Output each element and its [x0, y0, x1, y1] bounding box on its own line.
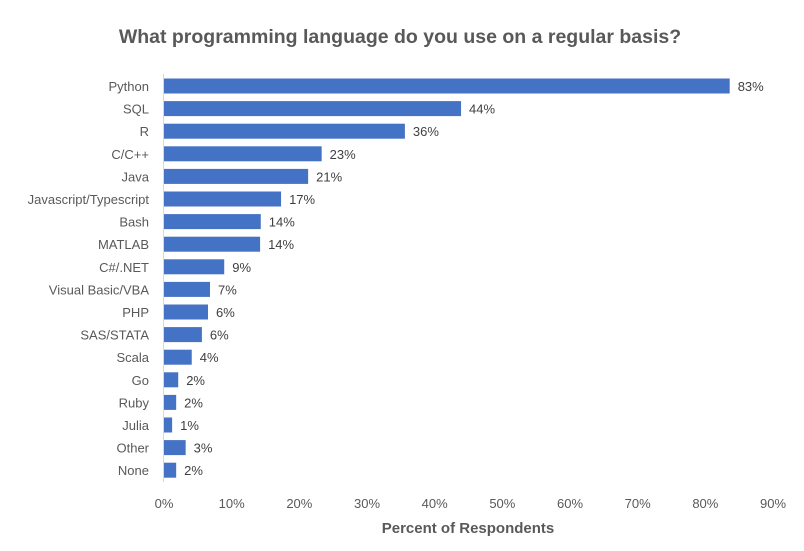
- category-label: Go: [132, 373, 149, 388]
- x-tick-label: 40%: [422, 496, 448, 511]
- data-label: 21%: [316, 169, 342, 184]
- category-label: SQL: [123, 102, 149, 117]
- data-label: 1%: [180, 418, 199, 433]
- bar: [164, 281, 211, 297]
- bar: [164, 372, 179, 388]
- category-label: Bash: [119, 215, 149, 230]
- x-tick-label: 80%: [692, 496, 718, 511]
- data-label: 3%: [194, 441, 213, 456]
- x-tick-label: 50%: [489, 496, 515, 511]
- bar: [164, 259, 225, 275]
- bar: [164, 304, 208, 320]
- x-tick-label: 90%: [760, 496, 786, 511]
- x-tick-label: 0%: [155, 496, 174, 511]
- bar: [164, 349, 192, 365]
- data-label: 14%: [269, 215, 295, 230]
- x-tick-label: 30%: [354, 496, 380, 511]
- category-label: Python: [109, 79, 149, 94]
- data-label: 6%: [210, 328, 229, 343]
- data-label: 14%: [268, 237, 294, 252]
- bar: [164, 191, 282, 207]
- chart-title: What programming language do you use on …: [119, 26, 681, 48]
- bar: [164, 214, 261, 230]
- x-tick-label: 70%: [625, 496, 651, 511]
- data-label: 2%: [184, 463, 203, 478]
- bar: [164, 101, 462, 117]
- category-label: C/C++: [111, 147, 149, 162]
- data-label: 36%: [413, 124, 439, 139]
- category-label: MATLAB: [98, 237, 149, 252]
- category-label: C#/.NET: [99, 260, 149, 275]
- category-label: PHP: [122, 305, 149, 320]
- bar: [164, 168, 309, 184]
- category-label: Java: [122, 169, 150, 184]
- data-label: 2%: [186, 373, 205, 388]
- category-label: Ruby: [119, 395, 150, 410]
- data-label: 4%: [200, 350, 219, 365]
- category-label: None: [118, 463, 149, 478]
- bar: [164, 462, 177, 478]
- category-label: SAS/STATA: [80, 328, 149, 343]
- bar: [164, 236, 261, 252]
- x-tick-label: 60%: [557, 496, 583, 511]
- data-label: 17%: [289, 192, 315, 207]
- data-label: 9%: [232, 260, 251, 275]
- bar: [164, 417, 173, 433]
- data-label: 2%: [184, 395, 203, 410]
- bar: [164, 327, 202, 343]
- x-tick-label: 20%: [286, 496, 312, 511]
- bar: [164, 440, 186, 456]
- category-label: Julia: [122, 418, 150, 433]
- category-label: Visual Basic/VBA: [49, 282, 150, 297]
- data-label: 44%: [469, 102, 495, 117]
- data-label: 7%: [218, 282, 237, 297]
- bar: [164, 394, 177, 410]
- x-axis-title: Percent of Respondents: [382, 520, 555, 537]
- category-label: Other: [116, 441, 149, 456]
- category-label: Javascript/Typescript: [28, 192, 150, 207]
- data-label: 23%: [330, 147, 356, 162]
- data-label: 83%: [738, 79, 764, 94]
- bar: [164, 123, 405, 139]
- bar: [164, 146, 322, 162]
- x-tick-label: 10%: [219, 496, 245, 511]
- category-label: Scala: [116, 350, 149, 365]
- category-label: R: [140, 124, 149, 139]
- data-label: 6%: [216, 305, 235, 320]
- bar: [164, 78, 730, 94]
